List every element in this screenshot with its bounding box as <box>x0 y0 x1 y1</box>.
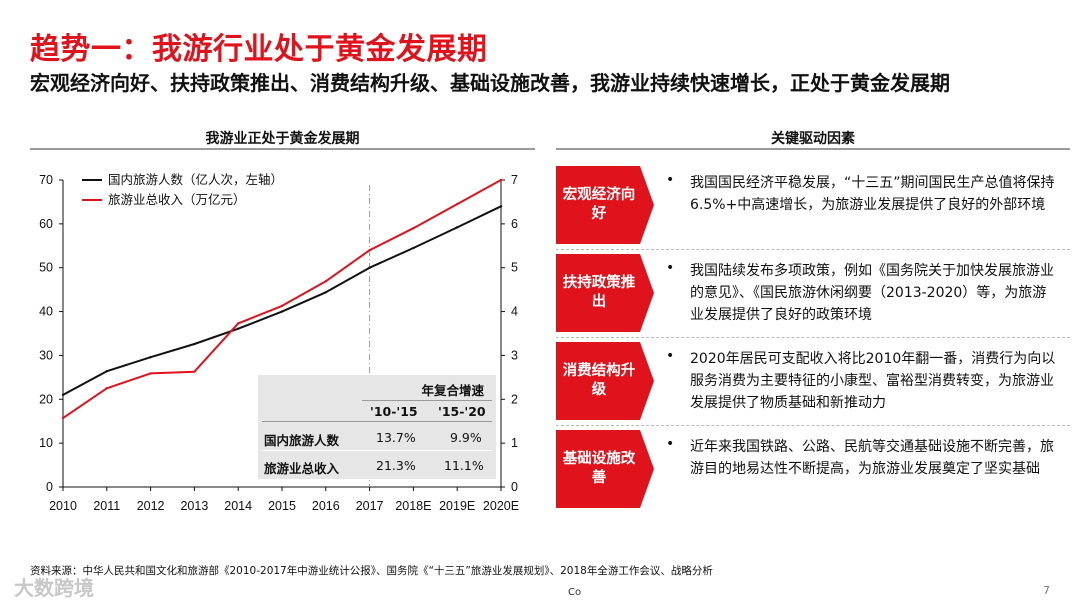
cagr-row-value: 11.1% <box>444 458 484 473</box>
data-point <box>105 370 109 373</box>
data-point <box>324 280 327 283</box>
x-tick-label: 2011 <box>93 499 120 513</box>
arrow-chevron-icon <box>556 430 654 508</box>
bullet-icon: • <box>666 172 675 188</box>
driver-policy-support: 扶持政策推出 <box>556 254 654 332</box>
driver-label: 基础设施改善 <box>562 451 636 486</box>
y-left-tick-label: 10 <box>39 436 53 450</box>
bullet-icon: • <box>666 436 675 452</box>
data-point <box>61 416 65 420</box>
left-panel-rule <box>30 148 535 150</box>
co-mark: Co <box>568 587 582 598</box>
line-chart: 0 10 20 30 40 50 60 70 0 1 2 3 4 5 6 7 2010 2011 2012 2013 2… <box>39 172 519 513</box>
cagr-divider <box>262 421 492 422</box>
x-tick-label: 2018E <box>395 499 431 513</box>
y-left-tick-label: 60 <box>39 217 53 231</box>
cagr-col-1: '10-'15 <box>370 404 418 419</box>
data-point <box>368 266 371 269</box>
y-right-tick-label: 2 <box>511 392 518 406</box>
data-point <box>193 342 196 346</box>
data-point <box>412 227 415 230</box>
arrow-chevron-icon <box>556 342 654 420</box>
data-point <box>499 205 503 208</box>
cagr-row-label: 旅游业总收入 <box>264 461 340 476</box>
cagr-col-2: '15-'20 <box>438 404 486 419</box>
series-line-domestic-trips <box>62 205 502 396</box>
watermark: 大数跨境 <box>14 576 94 600</box>
cagr-table: 年复合增速 '10-'15 '15-'20 国内旅游人数 13.7% 9.9% … <box>258 375 496 479</box>
cagr-divider <box>362 400 492 401</box>
x-tick-label: 2013 <box>180 499 208 513</box>
data-point <box>324 291 327 294</box>
x-tick-label: 2020E <box>483 499 519 513</box>
driver-label: 扶持政策推出 <box>562 275 636 310</box>
data-point <box>61 393 65 397</box>
cagr-row-value: 13.7% <box>376 430 416 445</box>
y-right-tick-label: 6 <box>511 217 518 231</box>
driver-consumption-upgrade: 消费结构升级 <box>556 342 654 420</box>
y-right-tick-label: 0 <box>511 480 518 494</box>
y-right-tick-label: 4 <box>511 305 518 319</box>
data-point <box>368 248 371 252</box>
right-panel-rule <box>556 148 1070 150</box>
y-left-tick-label: 0 <box>46 480 53 494</box>
data-point <box>412 246 415 250</box>
driver-description: 我国国民经济平稳发展，“十三五”期间国民生产总值将保持6.5%+中高速增长，为旅… <box>690 175 1055 213</box>
y-left-tick-label: 20 <box>39 392 53 406</box>
data-point <box>499 178 503 182</box>
y-left-tick-label: 50 <box>39 261 53 275</box>
cagr-row-value: 21.3% <box>376 458 416 473</box>
driver-separator <box>556 337 1070 338</box>
data-point <box>193 370 196 373</box>
cagr-row-label: 国内旅游人数 <box>264 433 340 448</box>
driver-label: 消费结构升级 <box>562 363 636 398</box>
data-point <box>456 202 459 206</box>
y-right-tick-label: 7 <box>511 173 518 187</box>
arrow-chevron-icon <box>556 254 654 332</box>
cagr-header: 年复合增速 <box>421 383 484 398</box>
x-tick-label: 2014 <box>224 499 252 513</box>
data-point <box>237 327 240 330</box>
y-right-tick-label: 5 <box>511 261 518 275</box>
x-tick-label: 2015 <box>268 499 296 513</box>
driver-label: 宏观经济向好 <box>562 187 636 222</box>
right-panel-title: 关键驱动因素 <box>771 131 855 147</box>
driver-description: 2020年居民可支配收入将比2010年翻一番，消费行为向以服务消费为主要特征的小… <box>690 351 1056 411</box>
page-subtitle: 宏观经济向好、扶持政策推出、消费结构升级、基础设施改善，我游业持续快速增长，正处… <box>30 71 950 95</box>
y-left-tick-label: 40 <box>39 305 53 319</box>
page-title: 趋势一：我游行业处于黄金发展期 <box>30 32 488 67</box>
x-tick-label: 2012 <box>137 499 165 513</box>
driver-description: 我国陆续发布多项政策，例如《国务院关于加快发展旅游业的意见》、《国民旅游休闲纲要… <box>690 263 1054 323</box>
data-point <box>105 387 109 390</box>
driver-infrastructure: 基础设施改善 <box>556 430 654 508</box>
data-point <box>237 322 240 325</box>
y-left-tick-label: 70 <box>39 173 53 187</box>
x-tick-label: 2010 <box>49 499 77 513</box>
legend-entry: 旅游业总收入（万亿元） <box>108 192 246 207</box>
driver-separator <box>556 249 1070 250</box>
x-tick-label: 2017 <box>356 499 384 513</box>
data-point <box>280 304 284 308</box>
arrow-chevron-icon <box>556 166 654 244</box>
legend-entry: 国内旅游人数（亿人次，左轴） <box>108 172 283 187</box>
cagr-row-value: 9.9% <box>450 430 482 445</box>
y-right-tick-label: 1 <box>511 436 518 450</box>
left-panel-title: 我游业正处于黄金发展期 <box>205 131 360 147</box>
source-note: 资料来源：中华人民共和国文化和旅游部《2010-2017年中游业统计公报》、国务… <box>30 565 713 577</box>
x-tick-label: 2016 <box>312 499 340 513</box>
bullet-icon: • <box>666 260 675 276</box>
y-left-tick-label: 30 <box>39 348 53 362</box>
data-point <box>456 226 459 229</box>
driver-macro-economy: 宏观经济向好 <box>556 166 654 244</box>
data-point <box>149 372 152 375</box>
page-number: 7 <box>1043 584 1050 597</box>
driver-description: 近年来我国铁路、公路、民航等交通基础设施不断完善，旅游目的地易达性不断提高，为旅… <box>690 439 1054 477</box>
data-point <box>149 355 152 359</box>
driver-separator <box>556 425 1070 426</box>
cagr-divider <box>262 450 492 451</box>
bullet-icon: • <box>666 348 675 364</box>
data-point <box>280 310 284 313</box>
x-tick-label: 2019E <box>439 499 475 513</box>
y-right-tick-label: 3 <box>511 348 518 362</box>
